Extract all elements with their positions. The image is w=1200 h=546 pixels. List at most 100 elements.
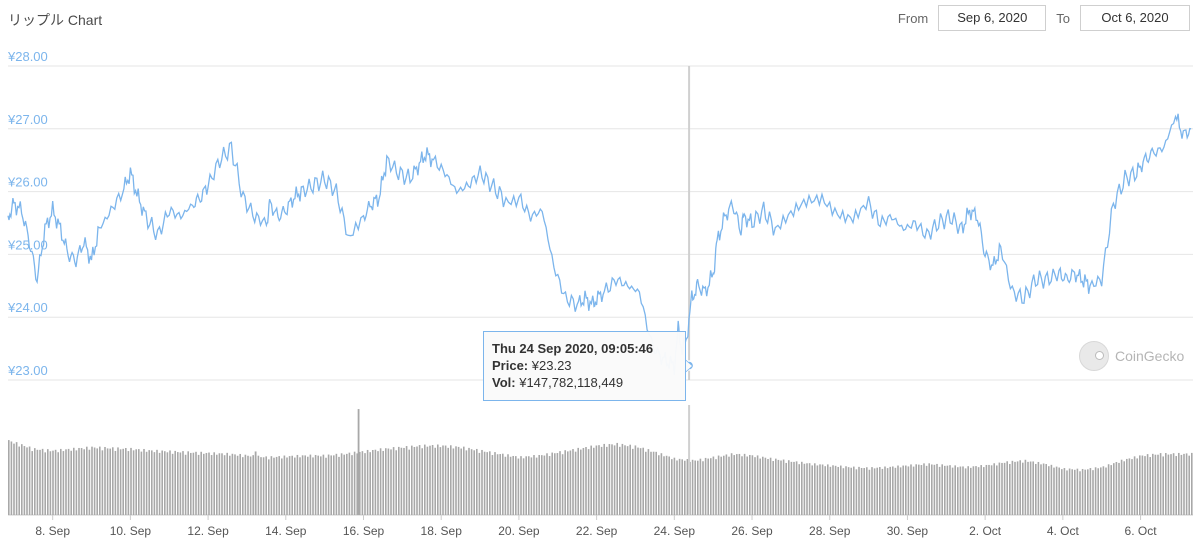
volume-bar: [1105, 467, 1107, 515]
volume-bar: [10, 441, 13, 515]
volume-bar: [873, 468, 876, 515]
volume-bar: [1126, 458, 1128, 515]
volume-bar: [533, 455, 535, 515]
volume-bar: [260, 457, 262, 515]
tooltip-price-row: Price: ¥23.23: [492, 357, 685, 374]
volume-bar: [195, 451, 197, 515]
volume-bar: [57, 452, 59, 515]
volume-bar: [551, 452, 553, 515]
volume-bar: [694, 460, 696, 515]
volume-bar: [41, 448, 44, 515]
volume-bar: [452, 448, 455, 515]
volume-bar: [338, 456, 340, 515]
y-tick-label: ¥25.00: [7, 237, 48, 252]
volume-bar: [405, 446, 408, 515]
volume-bar: [1084, 469, 1086, 515]
volume-bar: [99, 446, 101, 515]
volume-bar: [777, 459, 780, 515]
volume-bar: [561, 454, 564, 515]
volume-bar: [143, 448, 145, 515]
volume-bar: [1170, 454, 1172, 515]
volume-bar: [998, 462, 1001, 515]
volume-bar: [148, 450, 150, 515]
tooltip-vol-value: ¥147,782,118,449: [519, 375, 624, 390]
volume-bar: [611, 444, 613, 515]
volume-bar: [1019, 460, 1021, 515]
volume-bar: [408, 449, 410, 515]
volume-bar: [725, 454, 728, 515]
volume-bar: [343, 454, 345, 515]
volume-bar: [1074, 469, 1076, 515]
volume-bar: [850, 467, 852, 515]
volume-bar: [512, 455, 514, 515]
volume-bar: [257, 455, 260, 515]
volume-bar: [616, 442, 618, 515]
volume-bar: [673, 457, 676, 515]
volume-bar: [535, 457, 538, 515]
volume-bar: [1042, 463, 1045, 515]
volume-bar: [138, 449, 140, 515]
volume-bar: [769, 457, 772, 515]
volume-bar: [967, 466, 969, 515]
volume-bar: [582, 447, 585, 515]
tooltip-price-value: ¥23.23: [531, 358, 572, 373]
volume-bar: [1107, 464, 1110, 515]
x-tick-label: 30. Sep: [887, 524, 929, 538]
volume-bar: [301, 455, 304, 515]
volume-bar: [746, 456, 748, 515]
volume-bar: [931, 464, 933, 515]
y-tick-label: ¥28.00: [7, 49, 48, 64]
volume-bar: [520, 456, 522, 515]
volume-bar: [309, 454, 312, 515]
volume-bar: [1035, 463, 1037, 515]
volume-bar: [629, 444, 631, 515]
volume-bar: [476, 448, 478, 515]
volume-bar: [970, 467, 972, 515]
volume-bar: [372, 450, 374, 515]
volume-bar: [577, 447, 579, 515]
x-tick-label: 10. Sep: [110, 524, 152, 538]
volume-bar: [411, 445, 413, 515]
volume-bar: [897, 465, 899, 515]
x-tick-label: 14. Sep: [265, 524, 307, 538]
volume-bar: [184, 454, 187, 515]
volume-bar: [645, 451, 647, 515]
volume-bar: [1139, 455, 1141, 515]
volume-bar: [504, 456, 507, 515]
volume-bar: [996, 465, 998, 515]
volume-bar: [166, 452, 169, 515]
volume-bar: [145, 451, 148, 515]
volume-bar: [775, 458, 777, 515]
volume-bar: [899, 467, 902, 515]
volume-bar: [803, 463, 806, 515]
volume-bar: [322, 454, 325, 515]
volume-bar: [447, 447, 449, 515]
volume-bar: [658, 455, 660, 515]
volume-bar: [946, 465, 949, 515]
to-date-input[interactable]: Oct 6, 2020: [1080, 5, 1190, 31]
volume-bar: [868, 469, 871, 515]
volume-bar: [665, 455, 668, 515]
volume-bar: [478, 452, 481, 515]
volume-bar: [855, 469, 858, 515]
volume-bar: [130, 447, 132, 515]
volume-bar: [442, 445, 444, 515]
from-date-input[interactable]: Sep 6, 2020: [938, 5, 1047, 31]
volume-bar: [923, 463, 925, 515]
x-tick-label: 4. Oct: [1047, 524, 1080, 538]
volume-bar: [793, 461, 795, 515]
volume-bar: [632, 448, 634, 515]
volume-bar: [80, 448, 83, 515]
volume-bar: [47, 449, 49, 515]
tooltip-price-label: Price:: [492, 358, 529, 373]
volume-bar: [993, 463, 995, 515]
volume-bar: [528, 456, 530, 515]
volume-bar: [268, 459, 270, 515]
volume-bar: [34, 448, 36, 515]
volume-bar: [1037, 461, 1040, 515]
volume-bar: [213, 452, 215, 515]
volume-bar: [671, 459, 673, 515]
volume-bar: [348, 452, 351, 515]
volume-bar: [434, 447, 436, 515]
